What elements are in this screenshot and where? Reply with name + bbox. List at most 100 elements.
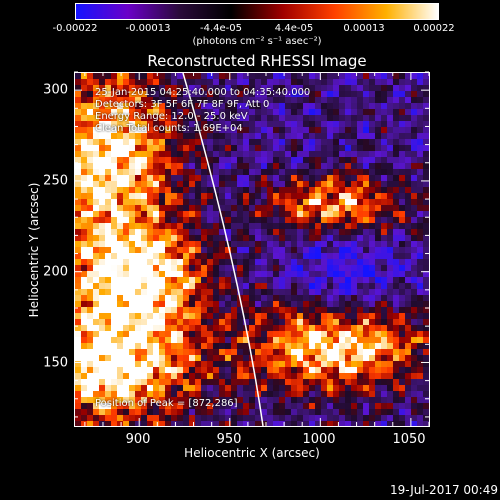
heatmap-cell (417, 217, 423, 223)
heatmap-cell (369, 319, 375, 325)
heatmap-cell (321, 121, 327, 127)
heatmap-cell (213, 367, 219, 373)
heatmap-cell (177, 241, 183, 247)
heatmap-cell (345, 277, 351, 283)
heatmap-cell (321, 361, 327, 367)
heatmap-cell (159, 307, 165, 313)
heatmap-cell (93, 193, 99, 199)
heatmap-cell (201, 133, 207, 139)
heatmap-cell (399, 289, 405, 295)
heatmap-cell (345, 349, 351, 355)
heatmap-cell (309, 319, 315, 325)
heatmap-cell (249, 85, 255, 91)
heatmap-cell (153, 73, 159, 79)
heatmap-cell (285, 217, 291, 223)
heatmap-cell (291, 403, 297, 409)
heatmap-cell (297, 139, 303, 145)
heatmap-cell (267, 169, 273, 175)
heatmap-cell (351, 367, 357, 373)
heatmap-cell (99, 421, 105, 426)
heatmap-cell (285, 73, 291, 79)
heatmap-cell (303, 121, 309, 127)
heatmap-cell (105, 361, 111, 367)
heatmap-cell (243, 253, 249, 259)
heatmap-cell (393, 421, 399, 426)
heatmap-cell (267, 127, 273, 133)
heatmap-cell (111, 133, 117, 139)
heatmap-cell (219, 283, 225, 289)
heatmap-cell (177, 205, 183, 211)
heatmap-cell (267, 403, 273, 409)
heatmap-cell (339, 157, 345, 163)
heatmap-cell (99, 355, 105, 361)
heatmap-cell (111, 421, 117, 426)
heatmap-cell (129, 127, 135, 133)
heatmap-cell (369, 361, 375, 367)
heatmap-cell (387, 373, 393, 379)
heatmap-cell (369, 391, 375, 397)
heatmap-cell (129, 139, 135, 145)
heatmap-cell (141, 379, 147, 385)
heatmap-cell (105, 235, 111, 241)
heatmap-cell (219, 367, 225, 373)
heatmap-cell (195, 373, 201, 379)
heatmap-cell (177, 409, 183, 415)
heatmap-cell (195, 133, 201, 139)
heatmap-cell (99, 235, 105, 241)
heatmap-cell (81, 223, 87, 229)
heatmap-cell (393, 343, 399, 349)
heatmap-cell (267, 295, 273, 301)
heatmap-cell (321, 403, 327, 409)
heatmap-cell (369, 91, 375, 97)
heatmap-cell (357, 415, 363, 421)
heatmap-cell (249, 211, 255, 217)
heatmap-cell (423, 343, 429, 349)
heatmap-cell (333, 355, 339, 361)
heatmap-cell (261, 175, 267, 181)
heatmap-cell (249, 235, 255, 241)
heatmap-cell (273, 181, 279, 187)
heatmap-cell (375, 415, 381, 421)
heatmap-cell (171, 409, 177, 415)
heatmap-cell (93, 157, 99, 163)
heatmap-cell (207, 115, 213, 121)
heatmap-cell (267, 235, 273, 241)
heatmap-cell (141, 331, 147, 337)
heatmap-cell (309, 397, 315, 403)
heatmap-cell (135, 271, 141, 277)
heatmap-cell (297, 271, 303, 277)
heatmap-cell (327, 199, 333, 205)
heatmap-cell (207, 163, 213, 169)
heatmap-cell (351, 271, 357, 277)
heatmap-cell (105, 391, 111, 397)
heatmap-cell (291, 337, 297, 343)
heatmap-cell (369, 313, 375, 319)
heatmap-cell (255, 397, 261, 403)
heatmap-cell (399, 199, 405, 205)
heatmap-cell (87, 295, 93, 301)
heatmap-cell (279, 133, 285, 139)
heatmap-cell (315, 79, 321, 85)
heatmap-cell (183, 277, 189, 283)
heatmap-cell (267, 253, 273, 259)
heatmap-cell (213, 79, 219, 85)
heatmap-cell (303, 145, 309, 151)
heatmap-cell (129, 181, 135, 187)
heatmap-cell (189, 331, 195, 337)
heatmap-cell (93, 241, 99, 247)
heatmap-cell (195, 277, 201, 283)
heatmap-cell (153, 139, 159, 145)
heatmap-cell (351, 115, 357, 121)
heatmap-cell (129, 409, 135, 415)
heatmap-cell (345, 223, 351, 229)
heatmap-cell (363, 73, 369, 79)
heatmap-cell (273, 259, 279, 265)
heatmap-cell (249, 337, 255, 343)
heatmap-cell (207, 385, 213, 391)
heatmap-cell (81, 127, 87, 133)
heatmap-cell (327, 103, 333, 109)
heatmap-cell (147, 409, 153, 415)
heatmap-cell (111, 367, 117, 373)
heatmap-cell (93, 331, 99, 337)
heatmap-cell (135, 253, 141, 259)
